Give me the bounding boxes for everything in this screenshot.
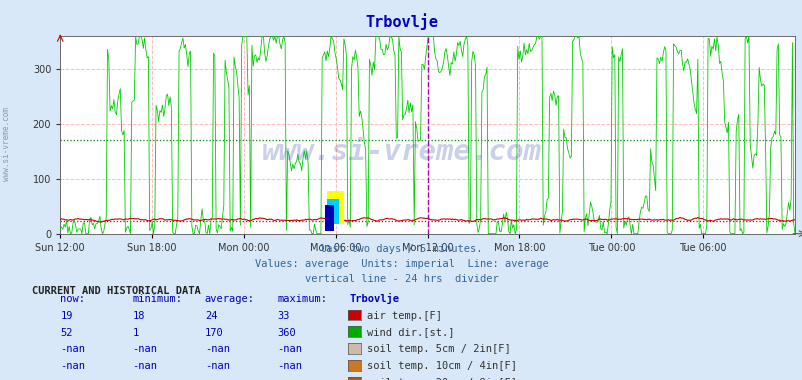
Text: -nan: -nan	[277, 361, 302, 371]
Text: -nan: -nan	[60, 361, 85, 371]
Bar	[327, 199, 338, 224]
Text: -nan: -nan	[60, 344, 85, 354]
Text: 24: 24	[205, 311, 217, 321]
Text: -nan: -nan	[60, 378, 85, 380]
Text: -nan: -nan	[205, 378, 229, 380]
Text: -nan: -nan	[132, 361, 157, 371]
Text: 52: 52	[60, 328, 73, 337]
Text: maximum:: maximum:	[277, 294, 326, 304]
Bar	[324, 204, 334, 231]
Text: vertical line - 24 hrs  divider: vertical line - 24 hrs divider	[304, 274, 498, 284]
Text: -nan: -nan	[277, 344, 302, 354]
Text: soil temp. 10cm / 4in[F]: soil temp. 10cm / 4in[F]	[367, 361, 516, 371]
Text: Trbovlje: Trbovlje	[365, 13, 437, 30]
Text: wind dir.[st.]: wind dir.[st.]	[367, 328, 454, 337]
Text: Values: average  Units: imperial  Line: average: Values: average Units: imperial Line: av…	[254, 259, 548, 269]
Text: air temp.[F]: air temp.[F]	[367, 311, 441, 321]
Bar	[327, 191, 343, 224]
Text: -nan: -nan	[205, 361, 229, 371]
Text: soil temp. 20cm / 8in[F]: soil temp. 20cm / 8in[F]	[367, 378, 516, 380]
Text: average:: average:	[205, 294, 254, 304]
Text: 19: 19	[60, 311, 73, 321]
Text: 33: 33	[277, 311, 290, 321]
Text: www.si-vreme.com: www.si-vreme.com	[261, 138, 541, 166]
Text: now:: now:	[60, 294, 85, 304]
Text: Trbovlje: Trbovlje	[349, 293, 399, 304]
Text: -nan: -nan	[205, 344, 229, 354]
Text: www.si-vreme.com: www.si-vreme.com	[2, 108, 11, 181]
Text: -nan: -nan	[132, 344, 157, 354]
Text: 360: 360	[277, 328, 295, 337]
Text: -nan: -nan	[132, 378, 157, 380]
Text: soil temp. 5cm / 2in[F]: soil temp. 5cm / 2in[F]	[367, 344, 510, 354]
Text: CURRENT AND HISTORICAL DATA: CURRENT AND HISTORICAL DATA	[32, 286, 200, 296]
Text: 1: 1	[132, 328, 139, 337]
Text: 170: 170	[205, 328, 223, 337]
Text: last two days / 5 minutes.: last two days / 5 minutes.	[320, 244, 482, 254]
Text: minimum:: minimum:	[132, 294, 182, 304]
Text: 18: 18	[132, 311, 145, 321]
Text: -nan: -nan	[277, 378, 302, 380]
